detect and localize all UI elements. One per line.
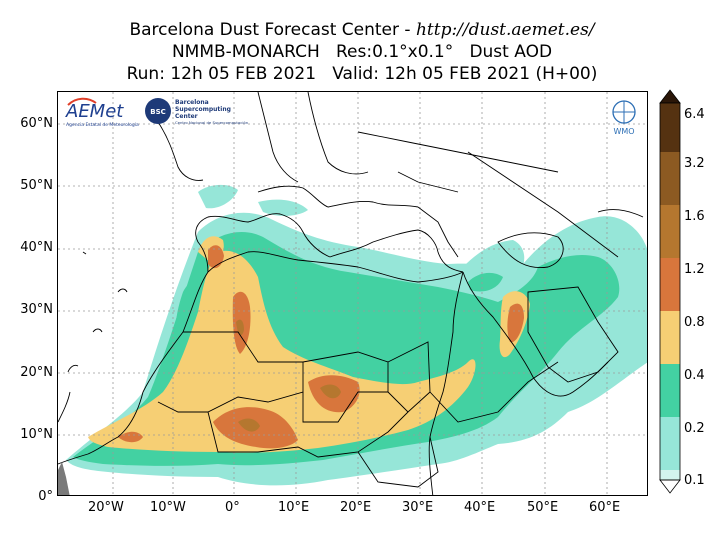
colorbar-segment-0.8-1.2 (660, 258, 680, 311)
colorbar-label-6.4: 6.4 (684, 107, 705, 122)
title-line-2: NMMB-MONARCH Res:0.1°x0.1° Dust AOD (171, 42, 553, 62)
colorbar-segment-0.4-0.8 (660, 311, 680, 364)
title-prefix: Barcelona Dust Forecast Center - (129, 20, 416, 40)
bsc-logo: BSC Barcelona Supercomputing Center Cent… (145, 98, 249, 125)
dust-band-1.2 (236, 319, 341, 432)
lat-label-20n: 20°N (20, 365, 53, 380)
bsc-subtitle: Centro Nacional de Supercomputación (175, 120, 249, 125)
title-url: http://dust.aemet.es/ (415, 20, 595, 40)
no-data-corner (58, 462, 70, 495)
colorbar-segment-1.6-3.2 (660, 152, 680, 205)
lon-label-40e: 40°E (464, 500, 496, 515)
lat-label-50n: 50°N (20, 178, 53, 193)
colorbar-segment-3.2-6.4 (660, 103, 680, 152)
colorbar-label-0.8: 0.8 (684, 315, 705, 330)
colorbar-label-1.6: 1.6 (684, 209, 705, 224)
colorbar-segment-below (660, 470, 680, 480)
aemet-swoosh-icon (67, 97, 97, 106)
title-line-3: Run: 12h 05 FEB 2021 Valid: 12h 05 FEB 2… (126, 64, 598, 84)
bsc-badge-text: BSC (150, 108, 166, 116)
colorbar-label-0.4: 0.4 (684, 368, 705, 383)
lon-label-60e: 60°E (589, 500, 621, 515)
colorbar (659, 89, 681, 494)
lon-label-30e: 30°E (402, 500, 434, 515)
colorbar-segment-0.1-0.2 (660, 417, 680, 470)
coastlines-and-borders (58, 92, 644, 495)
lat-label-0: 0° (38, 489, 53, 504)
bsc-circle-icon (145, 98, 171, 124)
wmo-label: WMO (613, 127, 634, 136)
title-line-1: Barcelona Dust Forecast Center - http://… (0, 20, 724, 40)
lat-label-10n: 10°N (20, 427, 53, 442)
colorbar-label-0.2: 0.2 (684, 421, 705, 436)
aemet-logo-text: AEMet (65, 101, 124, 122)
aemet-subtitle: Agencia Estatal de Meteorología (66, 121, 139, 128)
lon-label-20e: 20°E (340, 500, 372, 515)
bsc-name-1: Barcelona (175, 99, 209, 106)
colorbar-segment-0.2-0.4 (660, 364, 680, 417)
lon-label-20w: 20°W (88, 500, 124, 515)
bsc-name-3: Center (175, 113, 198, 120)
graticule (58, 92, 647, 495)
lat-label-40n: 40°N (20, 240, 53, 255)
lon-label-10e: 10°E (278, 500, 310, 515)
lon-label-0: 0° (225, 500, 240, 515)
bsc-name-2: Supercomputing (175, 106, 231, 113)
dust-aod-map: AEMet Agencia Estatal de Meteorología BS… (57, 91, 648, 496)
colorbar-label-3.2: 3.2 (684, 156, 705, 171)
lon-label-50e: 50°E (527, 500, 559, 515)
wmo-logo: WMO (612, 100, 636, 136)
lon-label-10w: 10°W (150, 500, 186, 515)
colorbar-segment-1.2-1.6 (660, 205, 680, 258)
colorbar-label-1.2: 1.2 (684, 262, 705, 277)
colorbar-label-0.1: 0.1 (684, 473, 705, 488)
lat-label-60n: 60°N (20, 116, 53, 131)
colorbar-bottom-triangle (659, 479, 681, 494)
lat-label-30n: 30°N (20, 302, 53, 317)
colorbar-top-triangle (659, 89, 681, 104)
aemet-logo: AEMet Agencia Estatal de Meteorología (65, 97, 139, 128)
map-svg: AEMet Agencia Estatal de Meteorología BS… (58, 92, 647, 495)
